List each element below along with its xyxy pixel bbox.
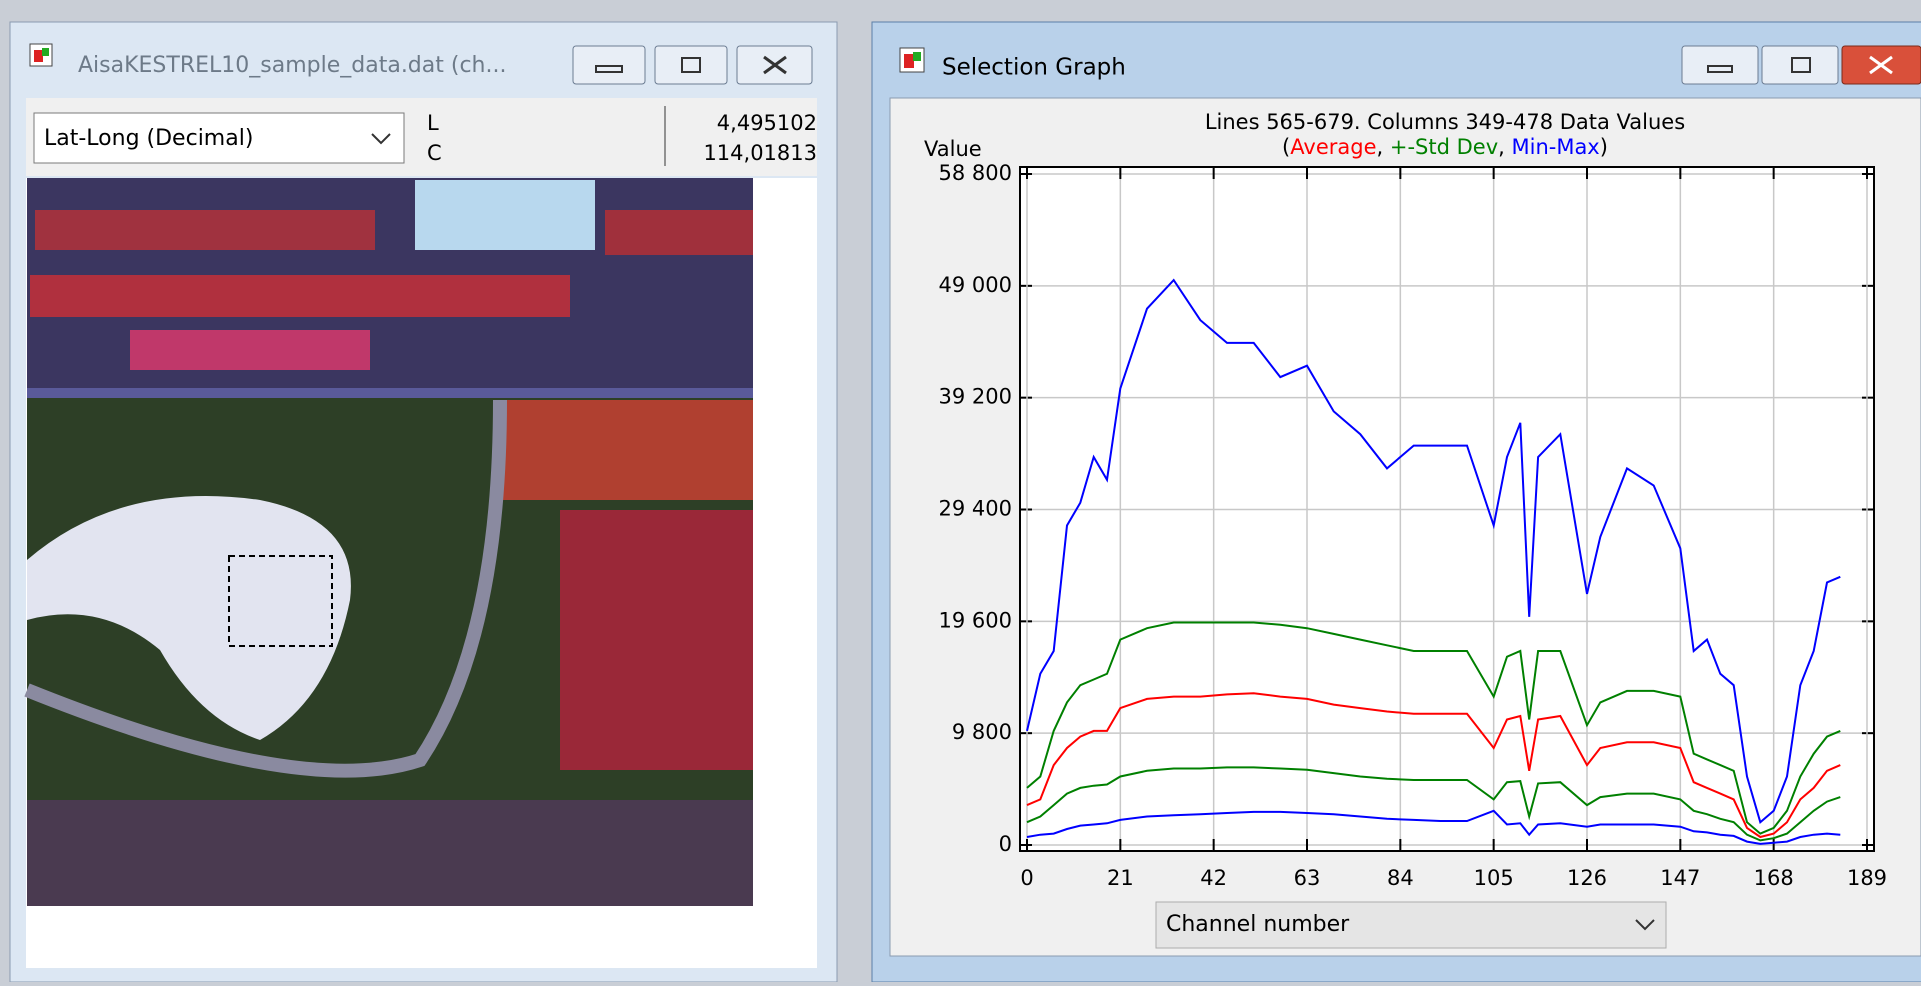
app-icon-part	[42, 48, 49, 56]
image-block	[130, 330, 370, 370]
row-label: C	[427, 141, 442, 165]
screen: AisaKESTREL10_sample_data.dat (ch... Lat…	[0, 0, 1921, 982]
legend: (Average, +-Std Dev, Min-Max)	[1282, 135, 1608, 159]
legend-entry: Min-Max	[1511, 135, 1599, 159]
maximize-button[interactable]	[1762, 46, 1838, 84]
x-tick-label: 189	[1847, 866, 1887, 890]
x-tick-label: 147	[1660, 866, 1700, 890]
image-block	[560, 510, 753, 770]
x-tick-label: 126	[1567, 866, 1607, 890]
window-title: AisaKESTREL10_sample_data.dat (ch...	[78, 53, 506, 78]
legend-punct: )	[1600, 135, 1608, 159]
image-block	[500, 400, 753, 500]
row-value: 4,495102	[717, 111, 817, 135]
y-axis-label: Value	[924, 137, 982, 161]
dropdown-text: Lat-Long (Decimal)	[44, 126, 253, 151]
y-tick-label: 29 400	[939, 497, 1012, 521]
chart-title: Lines 565-679. Columns 349-478 Data Valu…	[1205, 110, 1685, 134]
x-tick-label: 63	[1294, 866, 1321, 890]
x-tick-label: 84	[1387, 866, 1414, 890]
image-window: AisaKESTREL10_sample_data.dat (ch... Lat…	[10, 22, 837, 982]
image-block	[27, 800, 753, 906]
legend-entry: Average	[1290, 135, 1376, 159]
y-tick-label: 58 800	[939, 161, 1012, 185]
window-title: Selection Graph	[942, 55, 1126, 81]
y-tick-label: 0	[999, 832, 1012, 856]
maximize-button[interactable]	[655, 46, 727, 84]
x-tick-label: 168	[1754, 866, 1794, 890]
image-road	[27, 388, 753, 398]
y-tick-label: 49 000	[939, 273, 1012, 297]
y-tick-label: 9 800	[952, 720, 1012, 744]
legend-punct: ,	[1377, 135, 1390, 159]
graph-window: Selection Graph Lines 565-679. Columns 3…	[872, 22, 1921, 982]
image	[27, 178, 753, 906]
x-selector-text: Channel number	[1166, 912, 1350, 937]
app-icon-part	[34, 50, 43, 62]
legend-punct: ,	[1498, 135, 1511, 159]
image-block	[30, 275, 570, 317]
app-icon-part	[913, 52, 921, 61]
y-tick-label: 39 200	[939, 385, 1012, 409]
image-block	[605, 210, 753, 255]
x-tick-label: 0	[1020, 866, 1033, 890]
row-value: 114,01813	[703, 141, 817, 165]
legend-punct: (	[1282, 135, 1290, 159]
image-block	[35, 210, 375, 250]
page: { "left_window": { "title": "AisaKESTREL…	[0, 0, 1921, 982]
x-tick-label: 42	[1200, 866, 1227, 890]
x-tick-label: 105	[1474, 866, 1514, 890]
image-block	[415, 180, 595, 250]
app-icon-part	[904, 54, 914, 68]
row-label: L	[427, 111, 439, 135]
legend-entry: +-Std Dev	[1390, 135, 1498, 159]
x-tick-label: 21	[1107, 866, 1134, 890]
y-tick-label: 19 600	[939, 608, 1012, 632]
